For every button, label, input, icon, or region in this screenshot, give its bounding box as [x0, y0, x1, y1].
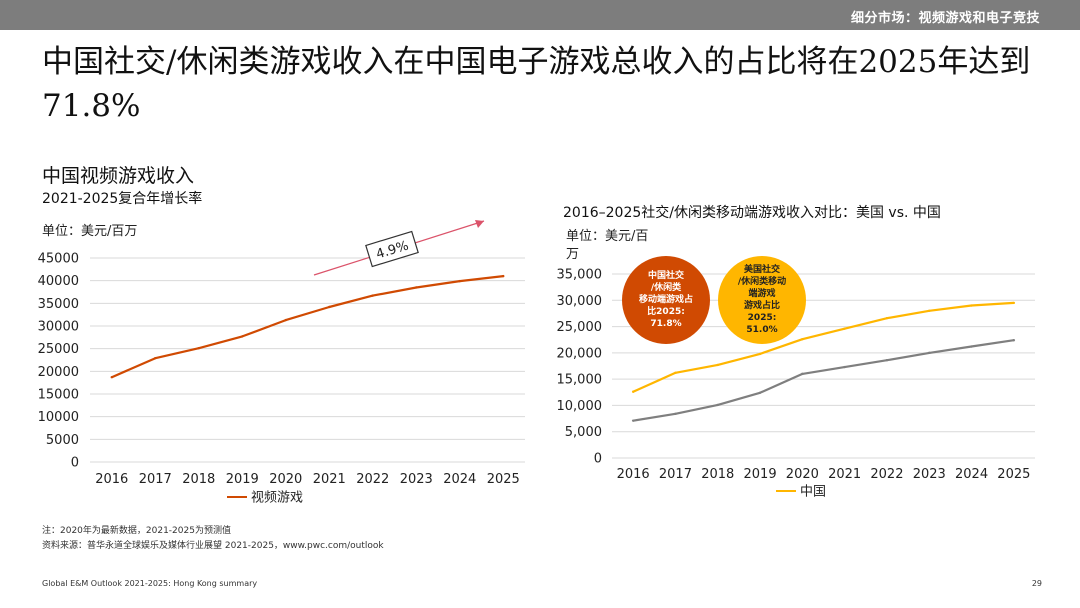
left-chart-series-line — [111, 275, 504, 379]
left-chart-x-tick-label: 2019 — [226, 472, 259, 487]
right-chart-data-point — [885, 359, 889, 362]
left-chart-y-tick-label: 40000 — [38, 274, 79, 289]
left-chart-x-tick-label: 2017 — [139, 472, 172, 487]
right-chart-data-point — [674, 371, 677, 375]
right-chart-data-point — [716, 363, 719, 367]
right-chart-x-tick-label: 2021 — [828, 467, 861, 482]
left-chart-x-tick-label: 2022 — [356, 472, 389, 487]
right-chart-data-point — [1012, 339, 1016, 342]
right-chart-x-tick-label: 2017 — [659, 467, 692, 482]
page-number: 29 — [1031, 579, 1042, 588]
footnote-source: 资料来源：普华永道全球娱乐及媒体行业展望 2021-2025，www.pwc.c… — [42, 541, 384, 551]
left-chart-y-tick-label: 35000 — [38, 297, 79, 312]
china-share-bubble-text: 中国社交 /休闲类 移动端游戏占 比2025: 71.8% — [638, 271, 693, 329]
right-chart-data-point — [716, 403, 719, 407]
right-chart-y-tick-label: 30,000 — [557, 294, 603, 309]
cagr-arrow-head — [475, 220, 484, 228]
left-chart-title: 中国视频游戏收入 — [42, 165, 195, 187]
right-chart-x-tick-label: 2022 — [870, 467, 903, 482]
left-chart-x-tick-label: 2018 — [182, 472, 215, 487]
right-chart-data-point — [843, 365, 846, 369]
right-chart-data-point — [758, 391, 762, 395]
right-chart-unit: 单位：美元/百万 — [566, 229, 649, 262]
right-chart-data-point — [1012, 301, 1016, 305]
left-chart-unit: 单位：美元/百万 — [42, 224, 138, 239]
right-chart-x-tick-label: 2020 — [786, 467, 819, 482]
us-share-bubble: 美国社交 /休闲类移动 端游戏 游戏占比 2025: 51.0% — [718, 256, 806, 344]
right-chart-y-tick-label: 10,000 — [557, 399, 603, 414]
right-chart-data-point — [674, 412, 677, 416]
right-chart-data-point — [631, 390, 635, 393]
left-chart-data-point — [284, 318, 287, 322]
right-chart-data-point — [801, 337, 804, 341]
right-chart-title: 2016–2025社交/休闲类移动端游戏收入对比：美国 vs. 中国 — [563, 205, 941, 221]
left-chart-data-point — [328, 305, 331, 309]
us-share-bubble-text: 美国社交 /休闲类移动 端游戏 游戏占比 2025: 51.0% — [737, 265, 787, 335]
page-title: 中国社交/休闲类游戏收入在中国电子游戏总收入的占比将在2025年达到71.8% — [42, 44, 1031, 124]
left-chart-data-point — [415, 286, 418, 289]
left-chart-y-tick-label: 30000 — [38, 320, 79, 335]
right-chart-y-tick-label: 35,000 — [557, 268, 603, 283]
left-chart-y-tick-label: 0 — [71, 456, 79, 471]
footnote-note: 注：2020年为最新数据，2021-2025为预测值 — [42, 526, 231, 536]
right-chart-y-tick-label: 0 — [594, 452, 602, 467]
right-chart-x-tick-label: 2025 — [997, 467, 1030, 482]
right-chart-series-line — [632, 301, 1014, 393]
right-chart-y-tick-label: 15,000 — [557, 373, 603, 388]
left-chart-y-tick-label: 20000 — [38, 365, 79, 380]
right-chart-x-tick-label: 2016 — [617, 467, 650, 482]
right-chart-data-point — [758, 352, 762, 356]
left-chart-data-point — [458, 279, 461, 283]
footer-report-name: Global E&M Outlook 2021-2025: Hong Kong … — [42, 579, 258, 588]
right-chart-x-tick-label: 2024 — [955, 467, 988, 482]
right-chart-data-point — [801, 372, 804, 376]
left-chart-x-tick-label: 2023 — [400, 472, 433, 487]
left-chart-data-point — [197, 347, 200, 350]
right-chart-data-point — [885, 316, 889, 320]
left-chart-x-tick-label: 2024 — [443, 472, 476, 487]
cagr-label-frame — [365, 230, 419, 268]
right-chart-x-tick-label: 2023 — [913, 467, 946, 482]
left-chart-y-tick-label: 10000 — [38, 410, 79, 425]
right-chart-data-point — [970, 345, 973, 348]
right-chart-data-point — [631, 419, 635, 422]
left-chart-data-point — [502, 274, 505, 278]
china-share-bubble: 中国社交 /休闲类 移动端游戏占 比2025: 71.8% — [622, 256, 710, 344]
left-chart-y-tick-label: 15000 — [38, 388, 79, 403]
right-chart-series-line — [632, 339, 1014, 422]
left-chart-x-tick-label: 2020 — [269, 472, 302, 487]
left-chart-data-point — [110, 376, 113, 379]
right-chart-x-tick-label: 2019 — [744, 467, 777, 482]
left-chart-y-tick-label: 25000 — [38, 342, 79, 357]
top-bar: 细分市场：视频游戏和电子竞技 — [0, 0, 1080, 30]
left-chart-subtitle: 2021-2025复合年增长率 — [42, 191, 203, 207]
left-chart-data-point — [371, 294, 374, 297]
left-chart-data-point — [241, 335, 244, 338]
cagr-label-box: 4.9% — [365, 230, 419, 268]
right-chart-legend-label: 中国 — [800, 485, 826, 500]
section-label: 细分市场：视频游戏和电子竞技 — [850, 11, 1040, 26]
left-chart-data-point — [154, 356, 157, 360]
right-chart-data-point — [928, 309, 931, 312]
left-chart-x-tick-label: 2016 — [95, 472, 128, 487]
right-chart-data-point — [928, 351, 931, 355]
right-chart-y-tick-label: 20,000 — [557, 346, 603, 361]
left-chart-x-tick-label: 2021 — [313, 472, 346, 487]
left-chart-y-tick-label: 45000 — [38, 252, 79, 267]
left-chart-x-tick-label: 2025 — [487, 472, 520, 487]
right-chart-data-point — [970, 304, 973, 307]
right-chart-x-tick-label: 2018 — [701, 467, 734, 482]
right-chart-y-tick-label: 25,000 — [557, 320, 603, 335]
right-chart-data-point — [843, 327, 846, 330]
right-chart-y-tick-label: 5,000 — [565, 425, 602, 440]
left-chart-legend-label: 视频游戏 — [251, 491, 303, 506]
left-chart-y-tick-label: 5000 — [46, 433, 79, 448]
